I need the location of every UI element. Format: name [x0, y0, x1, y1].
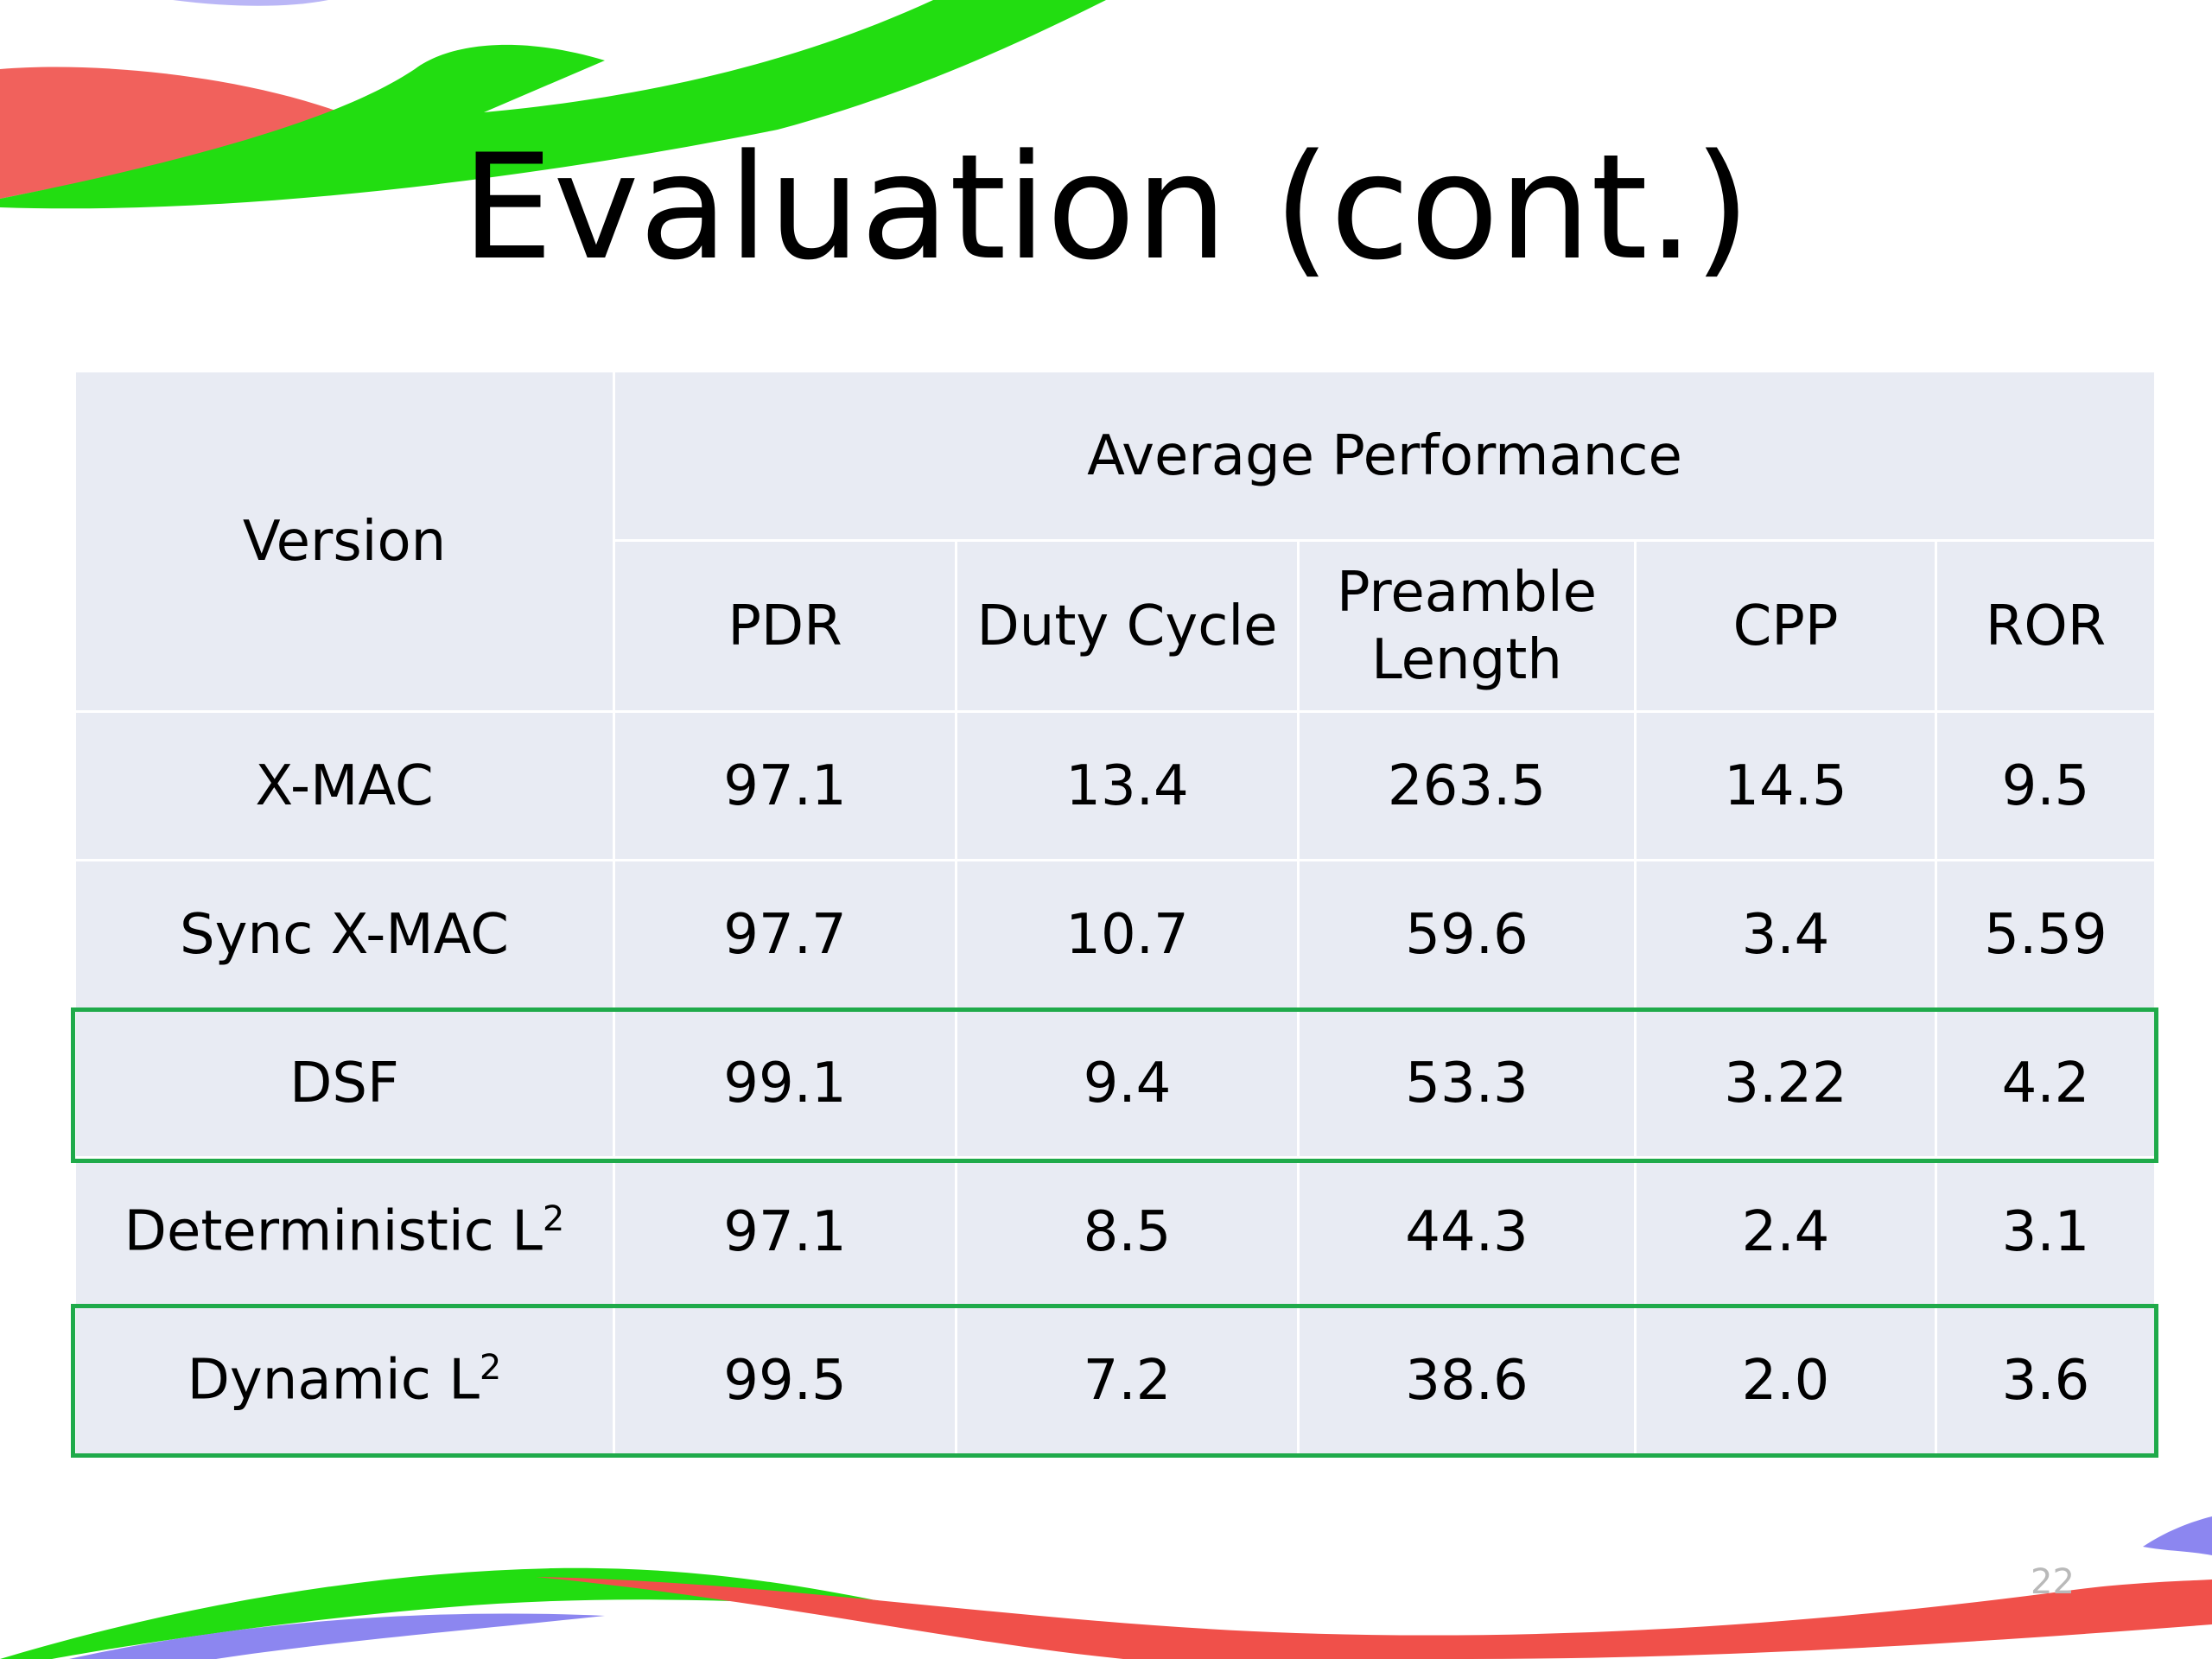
cell-cpp: 3.4	[1634, 859, 1937, 1010]
cell-preamble-length: 263.5	[1297, 710, 1637, 861]
version-name: Dynamic L	[187, 1348, 480, 1413]
top-blue-swoosh	[173, 0, 328, 6]
cell-duty-cycle: 13.4	[955, 710, 1300, 861]
header-preamble-length: Preamble Length	[1297, 539, 1637, 713]
cell-ror: 3.6	[1935, 1305, 2157, 1456]
slide-title: Evaluation (cont.)	[461, 123, 1751, 292]
row-version: Deterministic L2	[73, 1156, 615, 1307]
header-duty-cycle: Duty Cycle	[955, 539, 1300, 713]
row-version: X-MAC	[73, 710, 615, 861]
highlight-dsf-row	[71, 1007, 2158, 1163]
cell-pdr: 97.1	[613, 710, 957, 861]
top-red-swoosh	[0, 67, 363, 199]
table-row: Sync X-MAC 97.7 10.7 59.6 3.4 5.59	[73, 859, 2157, 1010]
table-row: DSF 99.1 9.4 53.3 3.22 4.2	[73, 1007, 2157, 1159]
performance-table: Version Average Performance PDR Duty Cyc…	[73, 370, 2157, 1456]
cell-cpp: 14.5	[1634, 710, 1937, 861]
row-version: Dynamic L2	[73, 1305, 615, 1456]
cell-duty-cycle: 10.7	[955, 859, 1300, 1010]
cell-ror: 4.2	[1935, 1007, 2157, 1159]
cell-cpp: 3.22	[1634, 1007, 1937, 1159]
cell-ror: 5.59	[1935, 859, 2157, 1010]
table-row: X-MAC 97.1 13.4 263.5 14.5 9.5	[73, 710, 2157, 861]
top-green-swoosh	[0, 0, 1106, 209]
header-average-performance: Average Performance	[613, 370, 2157, 542]
bottom-blue-swoosh	[69, 1613, 605, 1659]
highlight-dynamic-l2-row	[71, 1304, 2158, 1458]
row-version: DSF	[73, 1007, 615, 1159]
page-number: 22	[2031, 1562, 2075, 1602]
version-name: Deterministic L	[124, 1199, 543, 1264]
bottom-red-swoosh	[536, 1577, 2212, 1659]
cell-ror: 3.1	[1935, 1156, 2157, 1307]
table-subheader-row: PDR Duty Cycle Preamble Length CPP ROR	[75, 539, 2157, 713]
table-row: Deterministic L2 97.1 8.5 44.3 2.4 3.1	[73, 1156, 2157, 1307]
cell-duty-cycle: 8.5	[955, 1156, 1300, 1307]
header-ror: ROR	[1935, 539, 2157, 713]
cell-pdr: 97.1	[613, 1156, 957, 1307]
cell-cpp: 2.4	[1634, 1156, 1937, 1307]
header-cpp: CPP	[1634, 539, 1937, 713]
header-pdr: PDR	[613, 539, 957, 713]
bottom-right-blue-swoosh	[2143, 1516, 2212, 1555]
table-header-row: Version Average Performance	[73, 370, 2157, 713]
cell-preamble-length: 59.6	[1297, 859, 1637, 1010]
cell-duty-cycle: 9.4	[955, 1007, 1300, 1159]
version-superscript: 2	[479, 1348, 502, 1389]
cell-ror: 9.5	[1935, 710, 2157, 861]
cell-pdr: 99.1	[613, 1007, 957, 1159]
version-superscript: 2	[542, 1199, 565, 1240]
row-version: Sync X-MAC	[73, 859, 615, 1010]
header-version: Version	[73, 370, 615, 713]
cell-pdr: 97.7	[613, 859, 957, 1010]
cell-preamble-length: 44.3	[1297, 1156, 1637, 1307]
